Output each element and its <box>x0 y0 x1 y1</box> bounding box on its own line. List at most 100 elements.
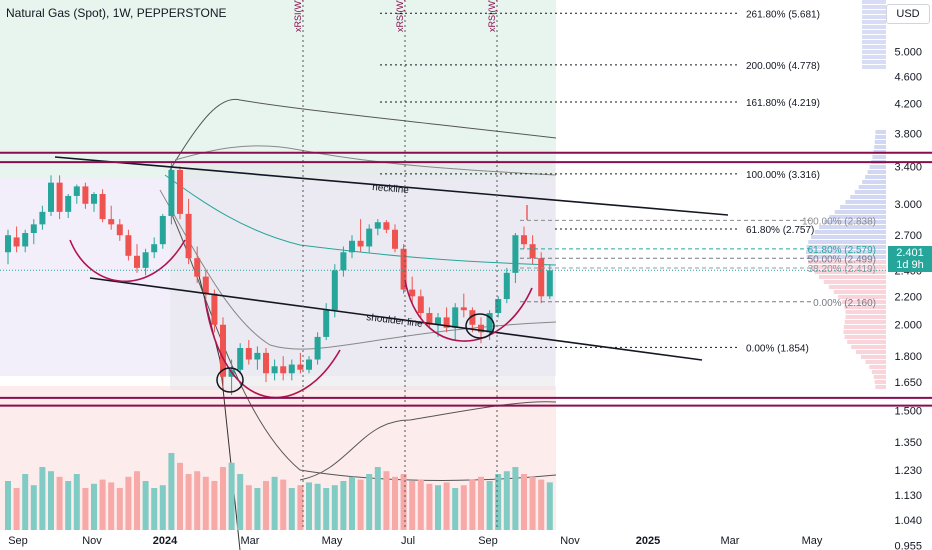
fib-small-label: 0.00% (2.160) <box>813 298 876 309</box>
volume-profile-bar <box>862 0 886 4</box>
volume-profile-bar <box>862 20 886 24</box>
volume-bar <box>426 483 433 530</box>
volume-bar <box>177 462 183 530</box>
time-axis[interactable]: Sep Nov 2024 Mar May Jul Sep Nov 2025 Mar May <box>8 535 823 547</box>
price-tick: 1.040 <box>894 515 922 527</box>
candle-body <box>22 233 29 247</box>
price-tick: 2.700 <box>894 230 922 242</box>
candle-body <box>30 224 37 234</box>
candle-body <box>91 193 97 204</box>
chart-title: Natural Gas (Spot), 1W, PEPPERSTONE <box>6 6 227 20</box>
candle-body <box>5 235 11 253</box>
volume-profile <box>805 0 886 389</box>
volume-profile-bar <box>869 165 886 169</box>
volume-bar <box>185 474 192 530</box>
volume-profile-bar <box>862 30 886 34</box>
volume-profile-bar <box>858 185 886 189</box>
volume-profile-bar <box>838 295 886 299</box>
candle-body <box>374 222 381 229</box>
volume-profile-bar <box>819 225 886 229</box>
candle-body <box>73 186 80 196</box>
candle-body <box>340 252 347 271</box>
volume-bar <box>220 467 226 530</box>
candle-body <box>220 324 226 377</box>
candle-body <box>116 224 123 236</box>
price-tick: 1.130 <box>894 490 922 502</box>
volume-profile-bar <box>843 330 886 334</box>
volume-profile-bar <box>862 60 886 64</box>
last-price-badge: 2.401 1d 9h <box>888 246 932 272</box>
volume-profile-bar <box>874 145 886 149</box>
candle-body <box>202 276 209 294</box>
volume-bar <box>306 482 312 530</box>
volume-profile-bar <box>811 235 886 239</box>
candle-body <box>99 193 106 220</box>
volume-profile-bar <box>869 365 886 369</box>
volume-profile-bar <box>854 190 886 194</box>
candle-body <box>271 366 278 374</box>
volume-profile-bar <box>874 140 886 144</box>
volume-profile-bar <box>865 360 886 364</box>
candle-body <box>177 169 183 214</box>
candle-body <box>39 211 46 225</box>
volume-bar <box>366 474 373 530</box>
candle-body <box>237 348 244 370</box>
candle-body <box>357 240 364 247</box>
volume-profile-bar <box>867 170 886 174</box>
candle-body <box>460 307 467 311</box>
volume-bar <box>56 476 63 530</box>
candle-body <box>306 359 312 370</box>
time-tick: Mar <box>721 535 740 547</box>
volume-profile-bar <box>862 45 886 49</box>
volume-bar <box>374 467 381 530</box>
candle-body <box>383 222 390 230</box>
volume-bar <box>245 485 252 530</box>
volume-bar <box>460 485 467 530</box>
candle-body <box>331 270 338 311</box>
candle-body <box>13 237 20 247</box>
volume-profile-bar <box>862 55 886 59</box>
candle-body <box>245 348 252 360</box>
volume-profile-bar <box>844 320 886 324</box>
candle-body <box>194 258 201 277</box>
volume-bars <box>5 453 553 530</box>
volume-profile-bar <box>829 215 886 219</box>
volume-profile-bar <box>865 175 886 179</box>
middle-band <box>164 174 557 266</box>
volume-profile-bar <box>862 35 886 39</box>
price-tick: 2.200 <box>894 291 922 303</box>
last-price-value: 2.401 <box>896 247 924 259</box>
time-tick: 2024 <box>153 535 178 547</box>
currency-button[interactable]: USD <box>886 4 930 24</box>
fib-small-label: 100.00% (2.838) <box>802 216 876 227</box>
volume-profile-bar <box>841 300 886 304</box>
horizontal-levels <box>0 151 932 407</box>
volume-bar <box>546 482 553 530</box>
band-outer <box>174 145 557 176</box>
volume-bar <box>82 488 89 530</box>
volume-bar <box>159 485 166 530</box>
fib-level-label: 61.80% (2.757) <box>746 225 814 236</box>
volume-bar <box>168 453 175 530</box>
neckline <box>54 156 729 216</box>
volume-bar <box>409 481 416 530</box>
candle-body <box>56 182 63 212</box>
candle-body <box>529 244 536 259</box>
time-tick: Nov <box>560 535 580 547</box>
fib-level-label: 261.80% (5.681) <box>746 9 820 20</box>
candle-body <box>125 235 132 256</box>
candle-body <box>503 272 510 300</box>
volume-profile-bar <box>834 210 886 214</box>
price-axis[interactable]: 5.0004.6004.2003.8003.4003.0002.7002.400… <box>894 46 922 550</box>
candle-body <box>478 324 484 333</box>
volume-profile-bar <box>818 275 886 279</box>
rsi-label: xRSI(W) <box>395 0 405 32</box>
candles <box>5 162 553 396</box>
candle-body <box>392 229 398 249</box>
price-tick: 1.800 <box>894 351 922 363</box>
volume-bar <box>443 482 450 530</box>
fib-levels: 261.80% (5.681) 200.00% (4.778) 161.80% (4… <box>0 9 886 354</box>
volume-bar <box>452 488 459 530</box>
volume-profile-bar <box>862 65 886 69</box>
